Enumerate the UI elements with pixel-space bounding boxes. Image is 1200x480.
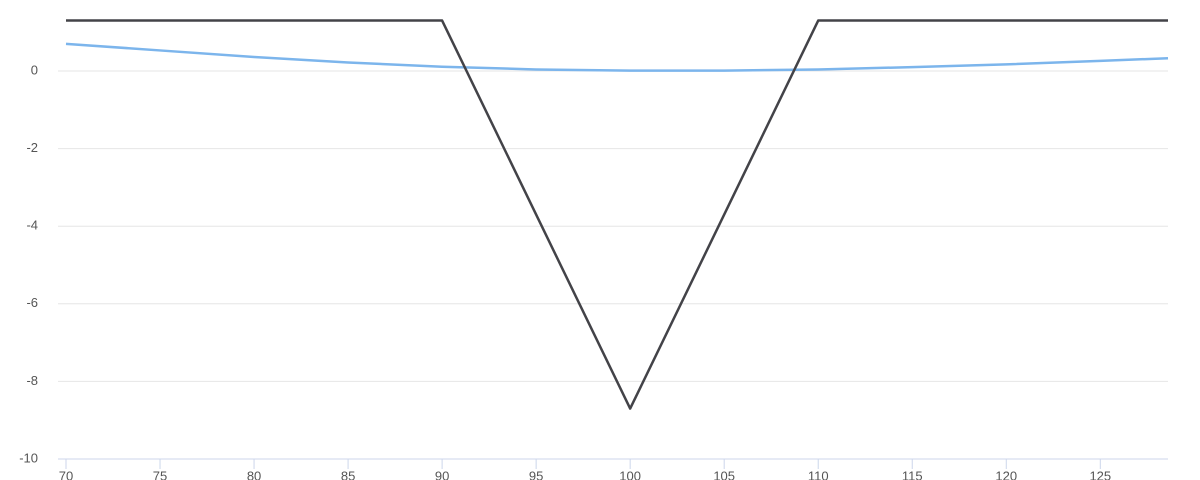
x-tick-label: 80 [247, 468, 261, 480]
y-tick-label: -10 [19, 450, 38, 465]
x-tick-label: 110 [808, 468, 829, 480]
x-tick-label: 115 [902, 468, 923, 480]
series-line [66, 19, 1168, 410]
x-tick-label: 125 [1089, 468, 1111, 480]
y-tick-label: -4 [26, 218, 38, 233]
y-tick-label: -2 [26, 140, 38, 155]
series-line [65, 42, 1169, 72]
x-tick-label: 75 [153, 468, 167, 480]
x-tick-label: 105 [713, 468, 735, 480]
x-tick-label: 120 [995, 468, 1017, 480]
x-tick-label: 95 [529, 468, 543, 480]
y-tick-label: -6 [26, 295, 38, 310]
x-tick-label: 90 [435, 468, 449, 480]
x-tick-label: 100 [619, 468, 641, 480]
y-tick-label: 0 [31, 62, 38, 77]
x-tick-label: 70 [59, 468, 73, 480]
y-tick-label: -8 [26, 373, 38, 388]
x-tick-label: 85 [341, 468, 355, 480]
